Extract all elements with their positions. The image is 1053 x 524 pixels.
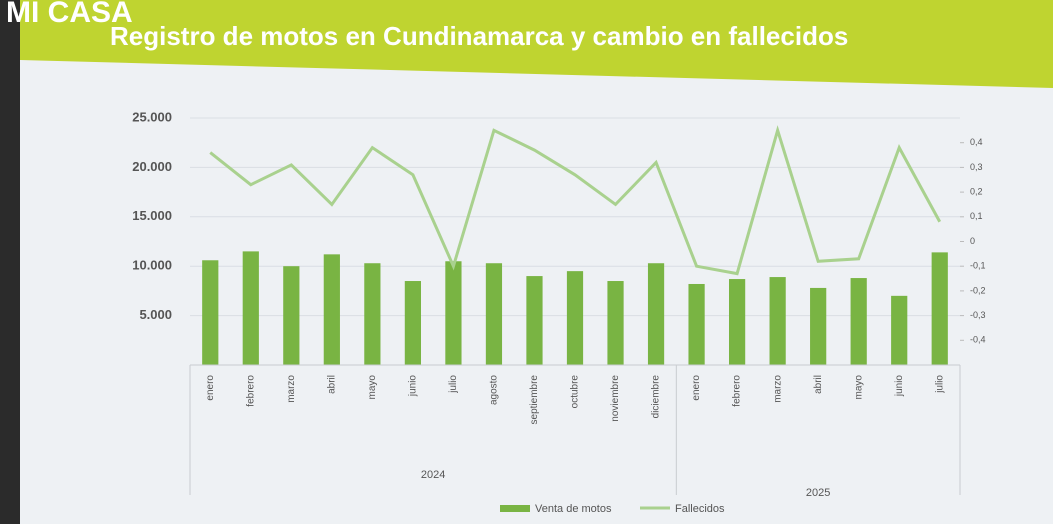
legend-label: Fallecidos [675,503,725,515]
y2-tick-label: -0,2 [970,285,986,295]
bar [283,266,299,365]
x-tick-label: julio [448,375,459,394]
x-tick-label: enero [691,375,702,401]
x-tick-label: marzo [286,375,297,403]
y-tick-label: 5.000 [139,307,172,322]
y-tick-label: 15.000 [132,208,172,223]
bar [851,278,867,365]
bar [932,252,948,365]
y2-tick-label: 0,1 [970,211,983,221]
legend-label: Venta de motos [535,503,612,515]
legend-swatch [500,505,530,512]
x-tick-label: agosto [489,375,500,405]
x-tick-label: febrero [732,375,743,407]
bar [364,263,380,365]
bar [729,279,745,365]
chart: Registro de motos en Cundinamarca y camb… [0,0,1053,524]
bar [688,284,704,365]
bar [810,288,826,365]
x-tick-label: junio [408,375,419,398]
bar [324,254,340,365]
x-tick-label: junio [894,375,905,398]
group-label: 2025 [806,487,830,499]
bar [526,276,542,365]
x-tick-label: julio [934,375,945,394]
watermark: MI CASA [6,0,133,29]
group-label: 2024 [421,469,445,481]
bar [486,263,502,365]
y2-tick-label: 0 [970,236,975,246]
x-tick-label: febrero [245,375,256,407]
x-tick-label: enero [205,375,216,401]
y2-tick-label: -0,4 [970,335,986,345]
x-tick-label: abril [326,375,337,394]
bar [607,281,623,365]
page: {"watermark": "MI CASA", "chart_data": {… [0,0,1053,524]
x-tick-label: septiembre [529,375,540,425]
x-tick-label: mayo [367,375,378,400]
y-tick-label: 25.000 [132,109,172,124]
bar [445,261,461,365]
y-tick-label: 10.000 [132,258,172,273]
bar [202,260,218,365]
y-tick-label: 20.000 [132,159,172,174]
y2-tick-label: 0,2 [970,186,983,196]
bar [405,281,421,365]
bar [648,263,664,365]
x-tick-label: diciembre [651,375,662,419]
y2-tick-label: 0,3 [970,162,983,172]
x-tick-label: noviembre [610,375,621,422]
x-tick-label: mayo [853,375,864,400]
bar [891,296,907,365]
y2-tick-label: 0,4 [970,137,983,147]
x-tick-label: marzo [772,375,783,403]
bar [243,251,259,365]
bar [770,277,786,365]
x-tick-label: octubre [570,375,581,409]
x-tick-label: abril [813,375,824,394]
bar [567,271,583,365]
y2-tick-label: -0,1 [970,261,986,271]
y2-tick-label: -0,3 [970,310,986,320]
chart-title: Registro de motos en Cundinamarca y camb… [110,21,848,51]
